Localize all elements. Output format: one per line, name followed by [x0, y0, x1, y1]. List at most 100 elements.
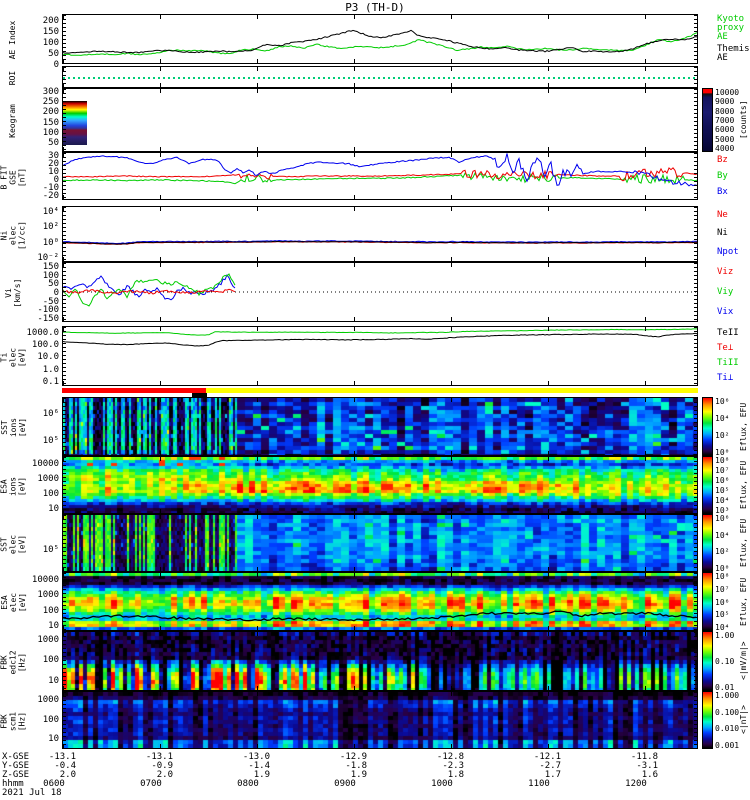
series-Bx [63, 153, 697, 187]
x-major-ticks-bottom [63, 195, 697, 199]
y-tick-label: 10⁴ [42, 206, 59, 217]
legend-ti: TeII Te⊥ TiII Ti⊥ [717, 326, 750, 386]
y-tick-label: 150 [42, 26, 59, 37]
y-tick-label: 10⁰ [42, 237, 59, 248]
x-major-ticks-bottom [63, 567, 697, 571]
spectrogram-canvas-sst_ions [63, 398, 697, 455]
colorbar-unit-esa_elec: Eflux, EFU [739, 577, 748, 626]
colorbar-tick-label: 10⁴ [715, 414, 730, 423]
xaxis-value: 0800 [237, 779, 259, 789]
colorbar-unit-esa_ions: Eflux, EFU [739, 460, 748, 510]
colorbar-tick-label: 10⁶ [715, 514, 730, 523]
x-major-ticks-top [63, 398, 697, 402]
spectrogram-canvas-esa_elec [63, 573, 697, 630]
colorbar-tick-label: 7000 [715, 115, 735, 125]
line-plot-ni [63, 239, 697, 245]
colorbar-ticks-esa_elec: 10⁸ 10⁷ 10⁶ 10⁵ 10⁴ [715, 572, 749, 633]
y-minor-ticks-left [63, 153, 66, 199]
y-minor-ticks-left [63, 327, 66, 385]
y-minor-ticks-right [694, 398, 697, 455]
colorbar-unit-keogram: [counts] [739, 100, 748, 140]
xaxis-value: 0700 [140, 779, 162, 789]
colorbar-tick-label: 10⁴ [715, 530, 730, 540]
y-minor-ticks-left [63, 67, 66, 87]
y-tick-label: -20 [42, 191, 59, 202]
colorbar-sst_elec [702, 514, 713, 572]
y-tick-label: 0.1 [42, 377, 59, 388]
colorbar-fbk_e [702, 631, 713, 691]
line-plot-ae [63, 29, 697, 56]
colorbar-tick-label: 10⁵ [715, 486, 730, 495]
panel-fbk_b: FBK scm1 [Hz] 1000 100 10 1.000 0.100 0.010 0.0… [0, 691, 748, 749]
y-minor-ticks-right [694, 327, 697, 385]
y-tick-label: 10⁻² [37, 253, 59, 264]
y-tick-label: 10.0 [37, 352, 59, 363]
colorbar-tick-label: 9000 [715, 97, 735, 107]
y-tick-label: -100 [37, 305, 59, 316]
colorbar-tick-label: 1.00 [715, 631, 735, 640]
colorbar-ticks-sst_ions: 10⁶ 10⁴ 10² 10⁰ [715, 397, 749, 458]
xaxis-value: -2.7 [539, 761, 561, 771]
legend-label: By [717, 170, 728, 181]
colorbar-tick-label: 0.010 [715, 724, 740, 734]
xaxis-value: -12.8 [436, 752, 464, 762]
y-minor-ticks-left [63, 632, 66, 690]
y-tick-label: 1000.0 [26, 327, 59, 338]
xaxis-value: -3.1 [636, 761, 658, 771]
y-tick-label: 200 [42, 107, 59, 118]
line-plot-ti [63, 328, 697, 347]
colorbar-sst_ions [702, 397, 713, 456]
y-minor-ticks-right [694, 89, 697, 151]
y-tick-label: 10000 [31, 458, 59, 469]
colorbar-tick-label: 10⁴ [715, 496, 730, 505]
line-plot-vi [63, 273, 697, 307]
series-Bz [63, 167, 697, 182]
x-major-ticks-top [63, 632, 697, 636]
y-minor-ticks-right [694, 153, 697, 199]
panel-y-label: SST elec [eV] [0, 534, 27, 554]
series-Vix [63, 273, 236, 301]
spectrogram-canvas-fbk_b [63, 692, 697, 748]
y-minor-ticks-right [694, 515, 697, 571]
xaxis-value: -13.1 [145, 752, 173, 762]
xaxis-value: 2.0 [59, 770, 76, 780]
x-major-ticks-top [63, 515, 697, 519]
colorbar-tick-label: 10⁸ [715, 572, 730, 581]
xaxis-value: -13.1 [48, 752, 76, 762]
series-By [63, 172, 697, 185]
series-Ni [63, 240, 697, 245]
x-major-ticks-bottom [63, 744, 697, 748]
spectrogram-canvas-esa_ions [63, 457, 697, 513]
colorbar-unit-fbk_b: <|nT|> [739, 705, 748, 735]
xaxis-value: 1.9 [350, 770, 367, 780]
panel-ae: AE Index 200 150 100 50 0 Kyoto proxy AE Themis… [8, 14, 750, 70]
xaxis-value: 1.7 [544, 770, 561, 780]
y-minor-ticks-right [694, 632, 697, 690]
colorbar-tick-label: 10⁶ [715, 397, 730, 406]
y-tick-label: 100 [42, 655, 59, 666]
xaxis-value: -0.4 [54, 761, 76, 771]
x-major-ticks-top [63, 89, 697, 93]
legend-ae: Kyoto proxy AE Themis AE [717, 14, 750, 64]
x-major-ticks-bottom [63, 317, 697, 321]
legend-label: Ni [717, 228, 728, 239]
colorbar-tick-label: 10⁰ [715, 448, 730, 457]
y-tick-label: -150 [37, 314, 59, 325]
panel-sst_ions: SST ions [eV] 10⁶ 10⁵ 10⁶ 10⁴ 10² 10⁰ Eflux, EF… [0, 397, 748, 457]
y-tick-label: 20 [48, 159, 59, 170]
colorbar-tick-label: 10⁶ [715, 476, 730, 485]
xaxis-value: -13.0 [242, 752, 270, 762]
x-major-ticks-top [63, 67, 697, 71]
y-tick-label: 1000 [37, 473, 59, 484]
xaxis-row-label: hhmm [2, 779, 24, 789]
x-major-ticks-bottom [63, 83, 697, 87]
xaxis-row-label: Y-GSE [2, 761, 30, 771]
y-tick-label: -50 [42, 296, 59, 307]
plot-title: P3 (TH-D) [345, 1, 405, 14]
y-minor-ticks-right [694, 15, 697, 63]
legend-label: Themis AE [717, 43, 750, 63]
series-Viz [63, 288, 236, 295]
y-tick-label: 150 [42, 117, 59, 128]
legend-ni: Ne Ni Npot [717, 206, 750, 262]
y-minor-ticks-left [63, 457, 66, 513]
